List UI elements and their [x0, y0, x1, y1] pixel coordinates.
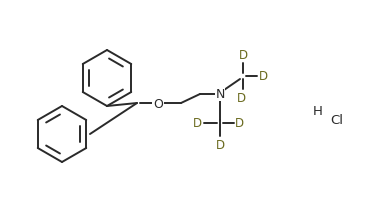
Text: D: D	[216, 138, 224, 151]
Text: D: D	[239, 49, 247, 62]
Text: D: D	[235, 117, 244, 130]
Text: D: D	[236, 91, 246, 104]
Text: O: O	[153, 97, 163, 110]
Text: D: D	[193, 117, 202, 130]
Text: D: D	[259, 70, 268, 83]
Text: Cl: Cl	[330, 114, 343, 127]
Text: N: N	[215, 88, 225, 101]
Text: H: H	[313, 105, 323, 118]
